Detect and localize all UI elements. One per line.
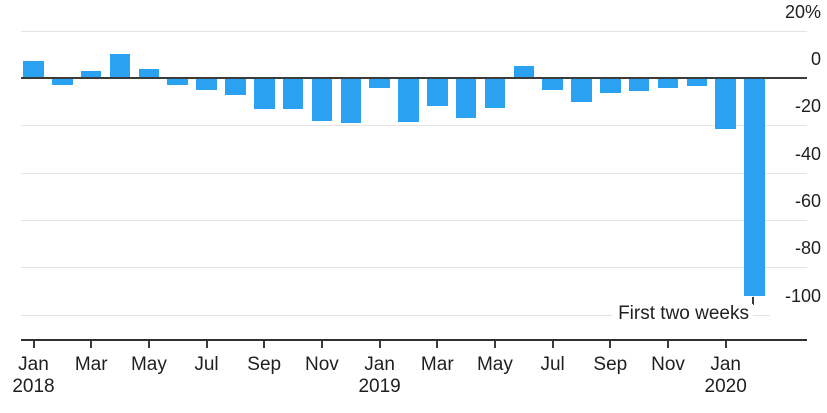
x-tick-jan-2020 (724, 341, 727, 348)
gridline-20 (21, 30, 807, 32)
gridline--40 (21, 172, 807, 174)
x-label-sep: Sep (247, 354, 282, 375)
annotation-tick (752, 297, 754, 305)
bar-oct-2019 (628, 78, 650, 91)
y-label--40: -40 (794, 143, 821, 164)
x-tick-may (147, 341, 150, 348)
x-tick-mar (90, 341, 93, 348)
x-tick-may (493, 341, 496, 348)
bar-nov-2019 (657, 78, 679, 88)
x-label-mar: Mar (420, 354, 454, 375)
x-label-jul: Jul (194, 354, 219, 375)
bar-jul-2019 (542, 78, 563, 90)
x-tick-jul (205, 341, 208, 348)
bar-nov-2018 (311, 78, 333, 121)
y-label--60: -60 (794, 190, 821, 211)
x-tick-nov (667, 341, 669, 348)
bar-feb-2018 (52, 78, 73, 86)
x-label-sep: Sep (593, 354, 628, 375)
bar-sep-2019 (600, 78, 621, 94)
x-label-may: May (476, 354, 513, 375)
bar-dec-2019 (686, 78, 708, 87)
bar-apr-2018 (109, 54, 131, 78)
x-label-nov: Nov (304, 354, 339, 375)
bar-apr-2019 (455, 78, 477, 119)
y-label-0: 0 (810, 49, 821, 69)
x-label-nov: Nov (651, 354, 685, 375)
annotation-label: First two weeks (618, 303, 749, 324)
bar-jun-2019 (513, 66, 534, 78)
x-label-jul: Jul (540, 354, 565, 375)
annotation-first-two-weeks: First two weeks (612, 304, 753, 324)
gridline--80 (21, 267, 807, 269)
x-year-label-2020: 2020 (704, 376, 747, 397)
bar-jan-2019 (369, 78, 390, 88)
x-label-may: May (130, 354, 167, 375)
bar-may-2018 (138, 68, 160, 78)
bar-jun-2018 (167, 78, 188, 86)
gridline--20 (21, 125, 807, 127)
x-tick-mar (436, 341, 439, 348)
bar-mar-2018 (80, 70, 102, 78)
gridline--100 (21, 314, 770, 316)
x-label-mar: Mar (74, 354, 108, 375)
y-label-20: 20% (784, 1, 821, 22)
bar-first-two-weeks-of-feb-2020 (744, 78, 765, 296)
x-tick-nov (320, 341, 323, 348)
bar-jan-2018 (23, 61, 44, 78)
y-label--100: -100 (784, 285, 821, 306)
x-year-label-2018: 2018 (12, 376, 55, 397)
x-tick-jan-2018 (32, 341, 35, 348)
bar-aug-2018 (225, 78, 246, 95)
x-tick-jul (551, 341, 554, 348)
bar-jan-2020 (715, 78, 736, 129)
bar-dec-2018 (340, 78, 361, 123)
bar-feb-2019 (398, 78, 419, 122)
x-year-label-2019: 2019 (358, 376, 401, 397)
bar-oct-2018 (282, 78, 304, 109)
x-tick-sep (263, 341, 266, 348)
x-tick-jan-2019 (378, 341, 381, 348)
bar-may-2019 (484, 78, 506, 108)
zero-axis-line (21, 77, 807, 79)
x-label-jan-2018: Jan (18, 354, 49, 375)
x-label-jan-2020: Jan (710, 354, 741, 375)
y-label--80: -80 (794, 238, 821, 259)
x-tick-sep (609, 341, 612, 348)
bar-jul-2018 (196, 78, 217, 90)
bar-aug-2019 (571, 78, 592, 102)
gridline--60 (21, 219, 807, 221)
x-axis-line (21, 339, 807, 341)
bar-mar-2019 (427, 78, 448, 107)
x-label-jan-2019: Jan (364, 354, 395, 375)
y-label--20: -20 (794, 96, 821, 117)
bar-sep-2018 (254, 78, 275, 109)
